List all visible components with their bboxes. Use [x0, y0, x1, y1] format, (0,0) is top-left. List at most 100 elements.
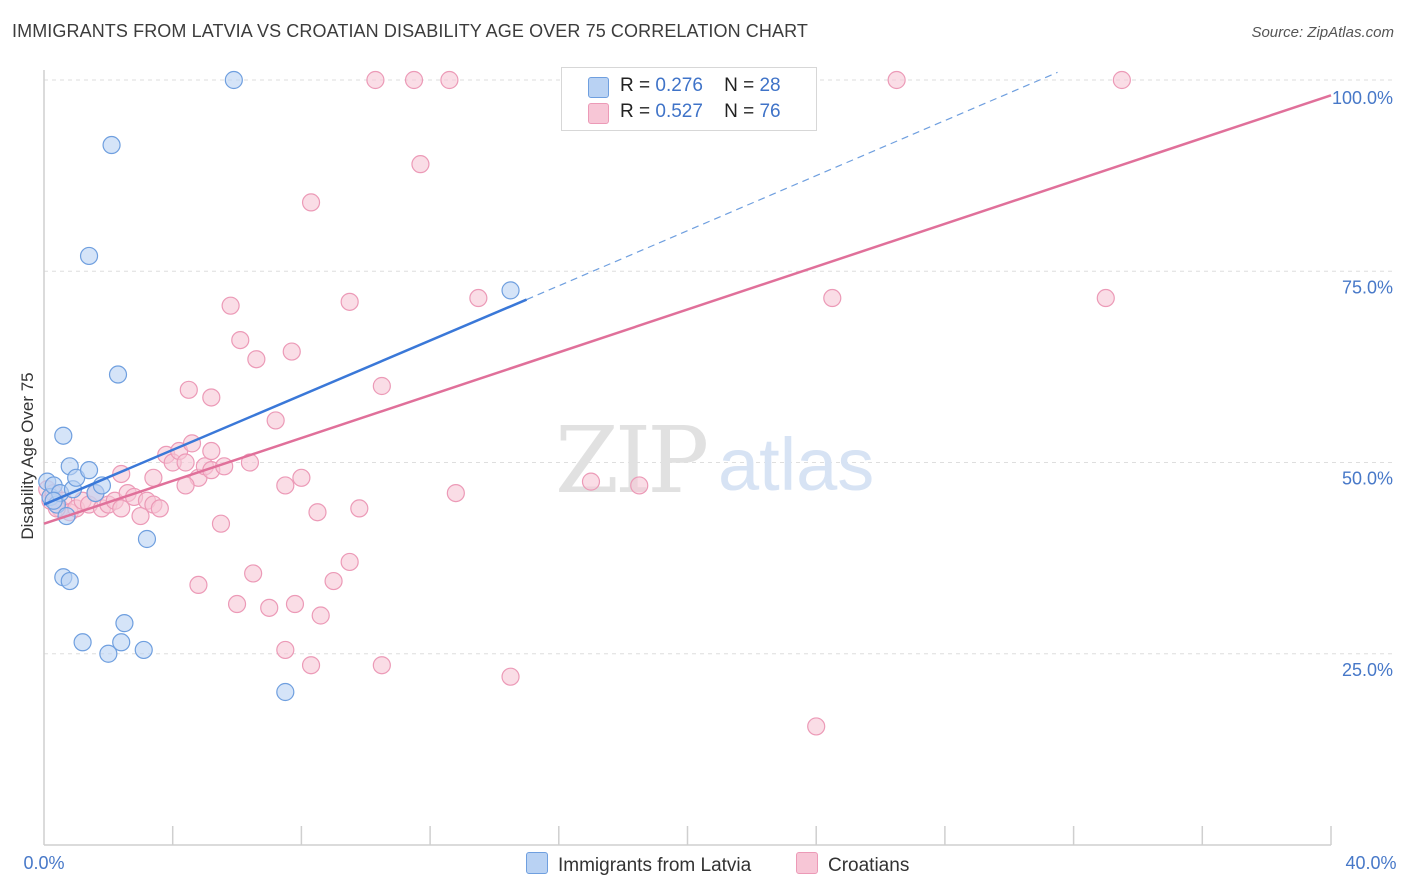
legend-r-value-croatians: 0.527	[655, 101, 703, 122]
legend-r-label: R =	[620, 75, 651, 96]
latvia-point	[102, 135, 121, 155]
croatians-point	[469, 288, 488, 308]
legend-n-label: N =	[724, 75, 755, 96]
legend-n-label: N =	[724, 101, 755, 122]
croatians-point	[276, 476, 295, 495]
latvia-point	[112, 633, 131, 652]
grid-lines	[44, 79, 1392, 655]
latvia-point	[501, 281, 520, 300]
bottom-legend-latvia: Immigrants from Latvia	[526, 852, 751, 877]
croatians-point	[202, 441, 221, 461]
croatians-point	[340, 552, 359, 572]
bottom-legend-croatians: Croatians	[796, 852, 909, 877]
croatians-point	[372, 656, 391, 675]
legend-n-value-croatians: 76	[759, 101, 781, 122]
bottom-legend-swatch-latvia	[526, 852, 548, 874]
croatians-point	[501, 667, 520, 686]
watermark: ZIP atlas	[555, 407, 874, 514]
croatians-point	[266, 411, 285, 430]
croatians-point	[112, 499, 131, 518]
croatians-point	[179, 380, 198, 399]
croatians-point	[202, 388, 221, 407]
croatians-point	[144, 468, 163, 487]
croatians-point	[285, 594, 305, 614]
croatians-point	[630, 476, 649, 495]
x-tick-label-max: 40.0%	[1345, 853, 1396, 873]
latvia-point	[108, 365, 128, 384]
croatians-point	[301, 656, 321, 675]
croatians-point	[292, 468, 311, 487]
croatians-point	[150, 499, 169, 518]
croatians-point	[411, 155, 430, 174]
legend-swatch-croatians	[588, 103, 609, 124]
croatians-point	[887, 70, 906, 90]
croatians-point	[231, 331, 250, 350]
croatians-trend-line	[43, 94, 1332, 525]
croatians-point	[211, 514, 231, 533]
latvia-point	[99, 644, 118, 663]
watermark-atlas: atlas	[718, 423, 874, 506]
latvia-point	[79, 461, 99, 480]
trend-lines	[43, 71, 1332, 525]
croatians-point	[301, 193, 321, 212]
croatians-point	[308, 503, 327, 522]
croatians-point	[131, 506, 150, 526]
latvia-point	[54, 426, 73, 445]
croatians-point	[1112, 70, 1131, 90]
legend-swatch-latvia	[588, 77, 609, 98]
x-axis-ticks	[171, 826, 1332, 845]
latvia-point	[73, 633, 92, 652]
chart-title: IMMIGRANTS FROM LATVIA VS CROATIAN DISAB…	[12, 21, 808, 41]
latvia-point	[60, 571, 79, 591]
latvia-point	[115, 614, 134, 633]
legend-n-value-latvia: 28	[759, 75, 781, 96]
croatians-point	[446, 484, 465, 503]
croatians-points	[38, 70, 1131, 736]
croatians-point	[244, 564, 263, 583]
legend: R = 0.276 N = 28 R = 0.527 N = 76	[561, 67, 817, 131]
bottom-legend-label-croatians: Croatians	[828, 855, 910, 876]
legend-r-value-latvia: 0.276	[655, 75, 703, 96]
croatians-point	[311, 606, 330, 625]
y-tick-labels: 25.0% 50.0% 75.0% 100.0%	[1332, 88, 1393, 680]
y-tick-label-25: 25.0%	[1342, 660, 1393, 680]
croatians-point	[282, 342, 301, 361]
bottom-legend-label-latvia: Immigrants from Latvia	[558, 855, 752, 876]
legend-r-label: R =	[620, 101, 651, 122]
latvia-trend-extension	[526, 71, 1058, 301]
croatians-point	[176, 453, 195, 472]
croatians-point	[807, 717, 826, 736]
croatians-point	[340, 292, 359, 311]
croatians-point	[227, 594, 247, 614]
bottom-legend-swatch-croatians	[796, 852, 818, 874]
latvia-point	[137, 529, 157, 549]
croatians-point	[350, 499, 369, 518]
latvia-point	[134, 640, 153, 660]
croatians-point	[260, 598, 279, 617]
croatians-point	[372, 376, 391, 396]
croatians-point	[1096, 288, 1115, 308]
latvia-point	[79, 246, 99, 266]
y-tick-label-50: 50.0%	[1342, 469, 1393, 489]
croatians-point	[366, 70, 385, 90]
croatians-point	[823, 288, 842, 308]
croatians-point	[440, 70, 459, 90]
croatians-point	[247, 350, 266, 369]
croatians-point	[324, 571, 343, 591]
croatians-point	[221, 296, 240, 315]
croatians-point	[581, 472, 601, 491]
x-tick-label-min: 0.0%	[23, 853, 64, 873]
croatians-point	[189, 575, 208, 595]
croatians-point	[276, 640, 295, 660]
y-tick-label-100: 100.0%	[1332, 88, 1393, 108]
latvia-points	[38, 70, 520, 702]
latvia-point	[224, 70, 243, 90]
y-axis-label: Disability Age Over 75	[18, 372, 37, 539]
croatians-point	[404, 70, 424, 90]
latvia-point	[276, 682, 295, 702]
y-tick-label-75: 75.0%	[1342, 277, 1393, 297]
source-label: Source: ZipAtlas.com	[1251, 24, 1394, 41]
latvia-trend-line	[43, 298, 528, 506]
watermark-zip: ZIP	[555, 407, 706, 514]
